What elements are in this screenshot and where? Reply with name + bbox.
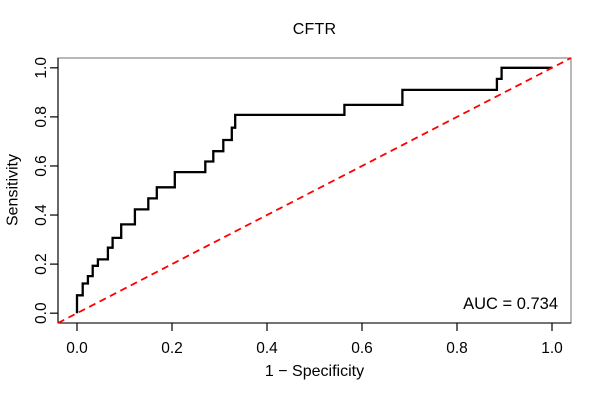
y-tick-label: 0.8 bbox=[33, 106, 50, 128]
auc-annotation: AUC = 0.734 bbox=[463, 295, 558, 313]
x-tick-label: 0.2 bbox=[161, 340, 183, 357]
y-axis-title: Sensitivity bbox=[4, 153, 22, 227]
x-tick-label: 0.0 bbox=[66, 340, 88, 357]
y-tick-label: 0.0 bbox=[33, 302, 50, 324]
roc-curve bbox=[75, 66, 552, 314]
y-tick-label: 0.6 bbox=[33, 155, 50, 177]
x-tick-label: 0.8 bbox=[446, 340, 468, 357]
x-axis-title: 1 − Specificity bbox=[264, 363, 365, 380]
x-tick-label: 1.0 bbox=[541, 340, 563, 357]
y-tick-label: 1.0 bbox=[33, 57, 50, 79]
y-tick-label: 0.2 bbox=[33, 253, 50, 275]
x-tick-label: 0.4 bbox=[256, 340, 278, 357]
x-tick-label: 0.6 bbox=[351, 340, 373, 357]
chance-line bbox=[57, 57, 572, 324]
chart-title: CFTR bbox=[292, 21, 337, 38]
y-tick-label: 0.4 bbox=[33, 204, 50, 226]
